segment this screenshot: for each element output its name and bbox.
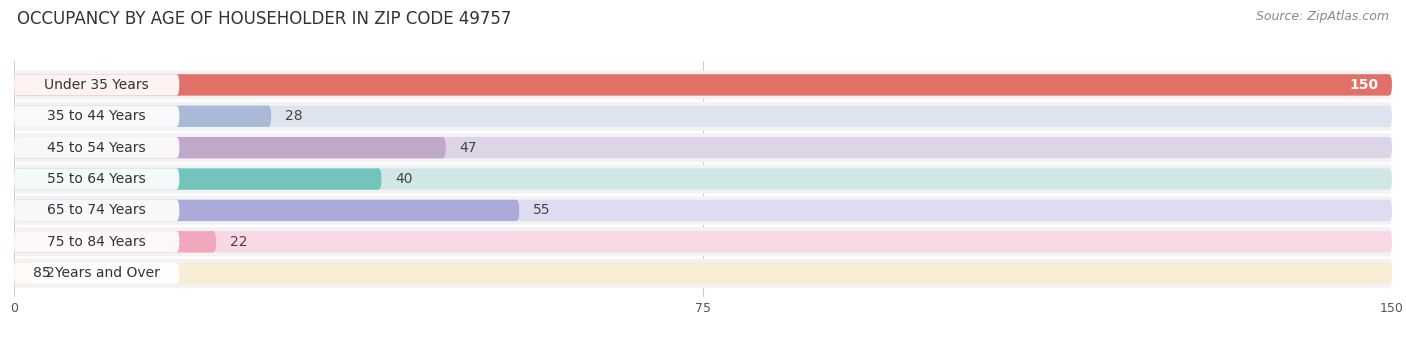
FancyBboxPatch shape xyxy=(14,165,1392,193)
FancyBboxPatch shape xyxy=(14,200,1392,221)
FancyBboxPatch shape xyxy=(14,259,1392,287)
FancyBboxPatch shape xyxy=(14,231,1392,252)
FancyBboxPatch shape xyxy=(14,74,1392,95)
Text: 40: 40 xyxy=(395,172,413,186)
FancyBboxPatch shape xyxy=(14,168,180,190)
Text: Source: ZipAtlas.com: Source: ZipAtlas.com xyxy=(1256,10,1389,23)
FancyBboxPatch shape xyxy=(14,106,1392,127)
Text: 22: 22 xyxy=(231,235,247,249)
FancyBboxPatch shape xyxy=(14,137,1392,158)
Text: 2: 2 xyxy=(46,266,55,280)
FancyBboxPatch shape xyxy=(14,133,1392,162)
Text: 150: 150 xyxy=(1348,78,1378,92)
FancyBboxPatch shape xyxy=(14,196,1392,225)
FancyBboxPatch shape xyxy=(14,263,1392,284)
Text: 47: 47 xyxy=(460,140,477,155)
FancyBboxPatch shape xyxy=(14,263,32,284)
FancyBboxPatch shape xyxy=(14,137,180,158)
Text: 28: 28 xyxy=(285,109,302,123)
FancyBboxPatch shape xyxy=(14,227,1392,256)
FancyBboxPatch shape xyxy=(14,106,271,127)
FancyBboxPatch shape xyxy=(14,137,446,158)
Text: OCCUPANCY BY AGE OF HOUSEHOLDER IN ZIP CODE 49757: OCCUPANCY BY AGE OF HOUSEHOLDER IN ZIP C… xyxy=(17,10,512,28)
Text: 45 to 54 Years: 45 to 54 Years xyxy=(48,140,146,155)
FancyBboxPatch shape xyxy=(14,168,381,190)
FancyBboxPatch shape xyxy=(14,168,1392,190)
FancyBboxPatch shape xyxy=(14,74,180,95)
FancyBboxPatch shape xyxy=(14,200,519,221)
Text: Under 35 Years: Under 35 Years xyxy=(45,78,149,92)
FancyBboxPatch shape xyxy=(14,231,180,252)
FancyBboxPatch shape xyxy=(14,200,180,221)
Text: 75 to 84 Years: 75 to 84 Years xyxy=(48,235,146,249)
Text: 35 to 44 Years: 35 to 44 Years xyxy=(48,109,146,123)
Text: 65 to 74 Years: 65 to 74 Years xyxy=(48,203,146,218)
FancyBboxPatch shape xyxy=(14,71,1392,99)
Text: 55: 55 xyxy=(533,203,551,218)
Text: 85 Years and Over: 85 Years and Over xyxy=(34,266,160,280)
FancyBboxPatch shape xyxy=(14,102,1392,131)
Text: 55 to 64 Years: 55 to 64 Years xyxy=(48,172,146,186)
FancyBboxPatch shape xyxy=(14,263,180,284)
FancyBboxPatch shape xyxy=(14,231,217,252)
FancyBboxPatch shape xyxy=(14,106,180,127)
FancyBboxPatch shape xyxy=(14,74,1392,95)
